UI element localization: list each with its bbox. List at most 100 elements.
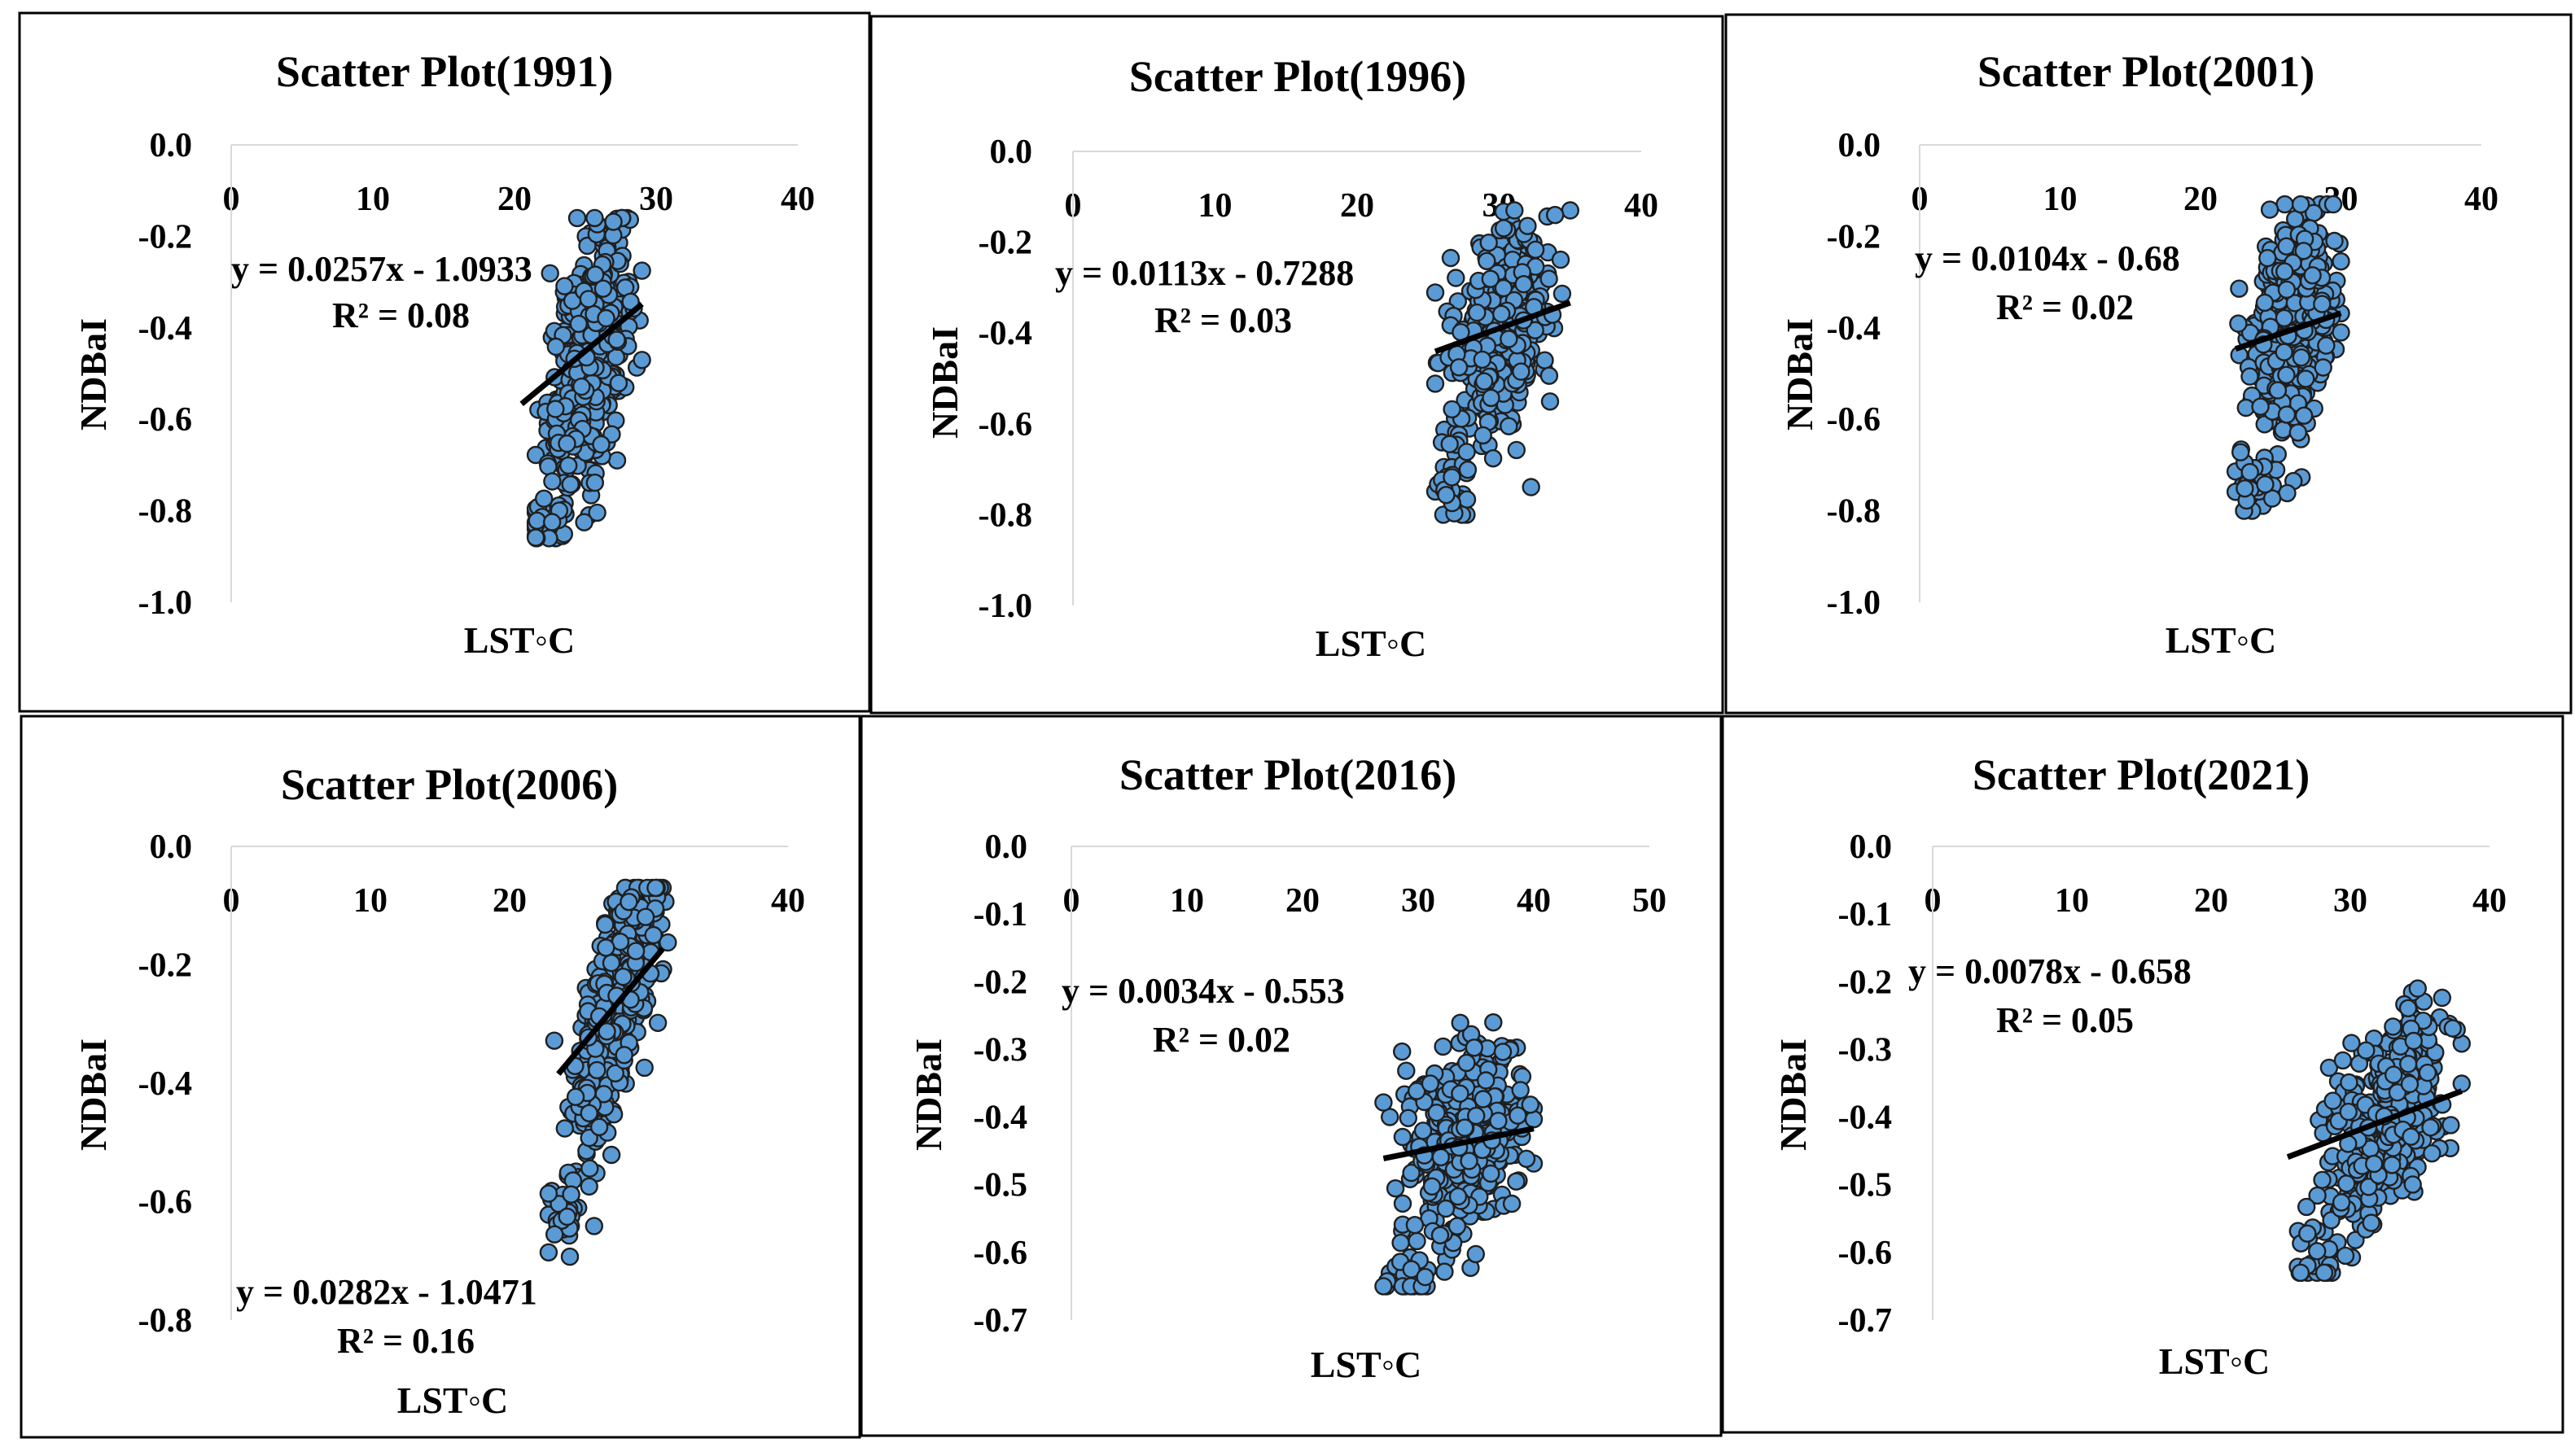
panel-2006: Scatter Plot(2006) 0.0 -0.2 -0.4 -0.6 -0.8 0… [20, 715, 861, 1439]
x-tick-label: 30 [639, 181, 673, 218]
x-axis-label: LST◦C [2166, 619, 2276, 661]
y-tick-label: -0.5 [974, 1167, 1028, 1205]
y-tick-label: 0.0 [1838, 127, 1881, 164]
trend-equation: y = 0.0282x - 1.0471 [236, 1272, 537, 1312]
scatter-point [2333, 1051, 2353, 1070]
scatter-point [2408, 979, 2428, 998]
scatter-points [2226, 195, 2350, 520]
trend-equation: y = 0.0078x - 0.658 [1908, 951, 2192, 991]
scatter-point [1386, 1178, 1405, 1198]
x-axis-label: LST◦C [464, 619, 575, 661]
panel-2021: Scatter Plot(2021) 0.0 -0.1 -0.2 -0.3 -0.4 -0… [1721, 715, 2564, 1434]
y-tick-label: 0.0 [990, 133, 1033, 171]
scatter-point [585, 1217, 603, 1235]
scatter-point [543, 472, 562, 491]
x-tick-label: 50 [1632, 882, 1666, 920]
scatter-point [1392, 1042, 1412, 1061]
scatter-point [2229, 314, 2248, 333]
scatter-point [1399, 1108, 1418, 1128]
scatter-point [539, 1243, 558, 1262]
scatter-point [1561, 201, 1580, 220]
scatter-point [2336, 1246, 2355, 1266]
scatter-point [1507, 1172, 1526, 1191]
scatter-point [1500, 330, 1518, 348]
scatter-point [2288, 423, 2308, 442]
y-tick-labels: 0.0 -0.2 -0.4 -0.6 -0.8 -1.0 [138, 127, 193, 622]
scatter-point [1393, 1194, 1412, 1213]
panel-2016: Scatter Plot(2016) 0.0 -0.1 -0.2 -0.3 -0.4 -0… [860, 715, 1723, 1437]
scatter-point [614, 967, 633, 986]
scatter-point [585, 208, 604, 228]
x-tick-label: 40 [1517, 882, 1551, 920]
scatter-point [2332, 323, 2350, 342]
scatter-point [2323, 1091, 2342, 1110]
scatter-point [580, 1177, 598, 1196]
x-tick-label: 20 [1285, 882, 1320, 920]
scatter-point [1434, 1037, 1452, 1056]
scatter-point [604, 212, 623, 231]
scatter-point [1507, 440, 1526, 460]
scatter-point [644, 925, 663, 945]
trendline [519, 301, 644, 407]
scatter-point [545, 1225, 564, 1244]
y-tick-label: -0.4 [979, 315, 1033, 352]
panel-frame [860, 715, 1723, 1437]
scatter-point [2398, 1055, 2418, 1073]
scatter-point [1422, 1177, 1442, 1196]
scatter-point [636, 907, 655, 926]
y-tick-labels: 0.0 -0.2 -0.4 -0.6 -0.8 [138, 829, 193, 1340]
scatter-point [2262, 489, 2282, 508]
scatter-point [1397, 1061, 1416, 1080]
y-tick-label: -0.2 [1827, 218, 1881, 256]
scatter-point [535, 489, 554, 508]
y-tick-label: -0.4 [1838, 1100, 1893, 1137]
scatter-point [1514, 275, 1533, 294]
scatter-point [528, 511, 546, 530]
scatter-point [567, 208, 587, 228]
scatter-point [1451, 1084, 1469, 1103]
scatter-point [2323, 195, 2343, 214]
scatter-point [575, 513, 593, 531]
scatter-point [2357, 1041, 2376, 1060]
scatter-point [2443, 1019, 2463, 1038]
y-tick-label: -0.8 [979, 496, 1033, 534]
scatter-point [2236, 479, 2254, 498]
y-axis-label: NDBaI [908, 1038, 949, 1151]
trendline [2286, 1088, 2463, 1160]
scatter-point [546, 400, 565, 418]
x-tick-label: 10 [2055, 882, 2089, 920]
scatter-point [1509, 1106, 1527, 1125]
scatter-point [2313, 1170, 2332, 1190]
scatter-point [2398, 999, 2418, 1018]
scatter-point [1474, 1090, 1493, 1108]
scatter-point [1479, 234, 1498, 252]
x-axis-label: LST◦C [2159, 1340, 2270, 1382]
scatter-point [2294, 406, 2314, 425]
y-tick-label: -0.2 [974, 964, 1028, 1001]
scatter-point [1526, 321, 1544, 339]
y-tick-label: -1.0 [138, 584, 193, 622]
y-tick-labels: 0.0 -0.1 -0.2 -0.3 -0.4 -0.5 -0.6 -0.7 [1838, 829, 1893, 1340]
scatter-point [2421, 1118, 2440, 1137]
y-tick-label: -0.1 [1838, 896, 1893, 934]
scatter-point [602, 1145, 621, 1165]
y-tick-label: -0.6 [1827, 401, 1881, 439]
x-tick-label: 40 [2464, 181, 2498, 218]
scatter-point [2240, 367, 2259, 386]
scatter-point [1526, 240, 1545, 259]
scatter-point [1374, 1093, 1393, 1112]
scatter-point [1430, 1226, 1450, 1245]
scatter-point [615, 1046, 633, 1065]
scatter-point [2231, 443, 2250, 461]
x-tick-label: 10 [356, 181, 390, 218]
scatter-point [1493, 1043, 1513, 1061]
scatter-point [2291, 1263, 2310, 1283]
scatter-point [2441, 1116, 2460, 1135]
x-axis-label: LST◦C [1316, 623, 1426, 664]
scatter-point [539, 457, 558, 476]
trendline [556, 947, 665, 1076]
trend-equation: y = 0.0034x - 0.553 [1062, 971, 1345, 1011]
scatter-point [555, 1119, 574, 1138]
scatter-point [1552, 284, 1572, 304]
scatter-point [609, 374, 628, 392]
